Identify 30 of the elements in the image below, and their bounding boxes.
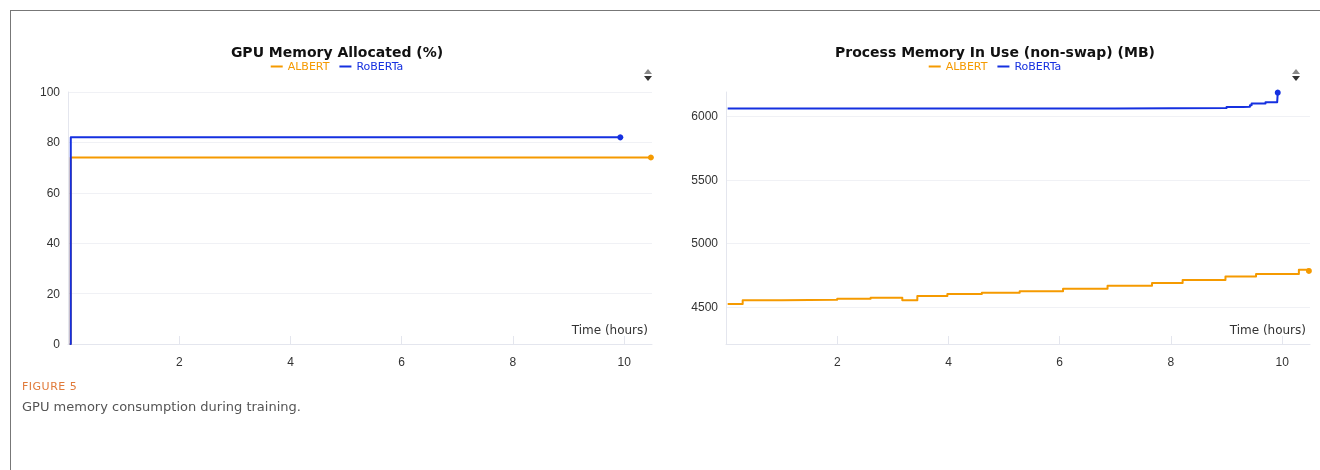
y-tick-label: 6000 [691,109,719,124]
x-tick-label: 8 [1167,355,1175,369]
legend-label: RoBERTa [356,60,404,73]
y-tick-label: 5500 [691,172,719,187]
caption: FIGURE 5 [22,380,79,393]
text: GPU memory consumption during training. [22,399,301,414]
x-tick-label: 4 [945,355,953,369]
y-tick-label: 4500 [691,300,719,315]
x-tick-label: 8 [509,355,517,369]
legend-label: ALBERT [287,60,330,73]
x-tick-label: 2 [175,355,183,369]
x-tick-label: 4 [287,355,295,369]
y-tick-label: 0 [53,337,61,351]
x-axis-title: Time (hours) [570,323,648,337]
y-tick-label: 5000 [691,236,719,251]
x-tick-label: 6 [1056,355,1064,369]
y-tick-label: 60 [46,185,61,200]
legend-label: RoBERTa [1014,60,1062,73]
y-tick-label: 40 [46,236,61,251]
y-tick-label: 80 [46,135,61,150]
x-tick-label: 6 [398,355,406,369]
y-tick-label: 100 [39,85,61,99]
x-tick-label: 10 [617,355,632,369]
chart-title: GPU Memory Allocated (%) [230,44,444,60]
x-tick-label: 2 [833,355,841,369]
x-axis-title: Time (hours) [1228,323,1306,337]
x-tick-label: 10 [1275,355,1290,369]
legend-label: ALBERT [945,60,988,73]
y-tick-label: 20 [46,286,61,301]
chart-title: Process Memory In Use (non-swap) (MB) [835,44,1155,60]
